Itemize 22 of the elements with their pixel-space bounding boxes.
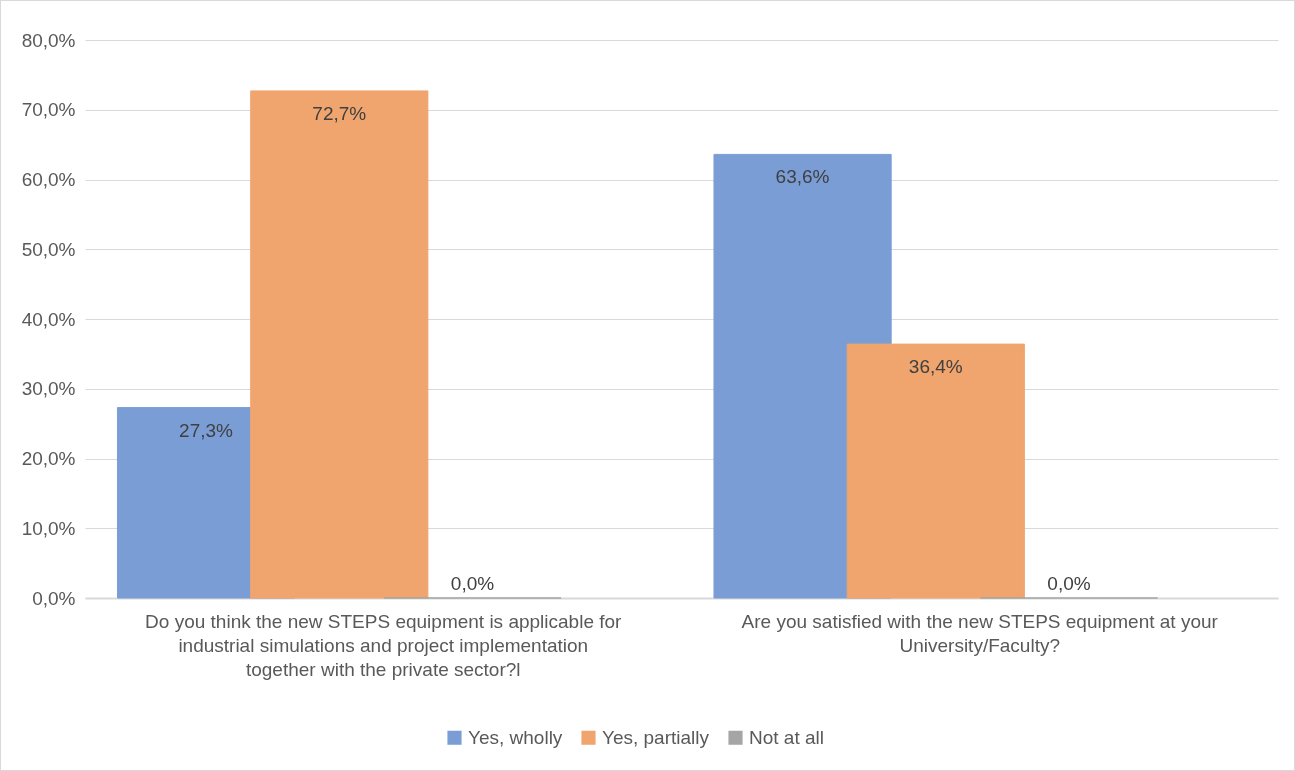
bar: [250, 90, 429, 599]
x-tick-label: Are you satisfied with the new STEPS equipment at your University/Faculty?: [741, 610, 1219, 656]
y-tick-label: 30,0%: [21, 378, 76, 400]
y-tick-label: 40,0%: [21, 308, 76, 330]
data-label: 36,4%: [908, 356, 963, 378]
x-tick-label: Do you think the new STEPS equipment is applicable for industrial simulations and project implementation together with the private sector?l: [145, 610, 623, 680]
legend-label: Not at all: [749, 726, 824, 748]
legend-label: Yes, wholly: [468, 726, 563, 748]
data-label: 72,7%: [312, 102, 367, 124]
y-tick-label: 10,0%: [21, 517, 76, 539]
y-tick-label: 20,0%: [21, 448, 76, 469]
data-label: 0,0%: [1047, 573, 1091, 594]
bar: [846, 343, 1025, 599]
y-tick-label: 80,0%: [21, 29, 76, 51]
data-label: 0,0%: [450, 573, 495, 594]
data-label: 27,3%: [179, 419, 234, 441]
y-tick-label: 70,0%: [21, 99, 76, 121]
data-label: 63,6%: [775, 166, 830, 188]
y-tick-label: 0,0%: [32, 587, 76, 609]
y-tick-label: 50,0%: [21, 238, 76, 260]
legend-label: Yes, partially: [602, 726, 710, 748]
y-tick-label: 60,0%: [21, 169, 76, 190]
